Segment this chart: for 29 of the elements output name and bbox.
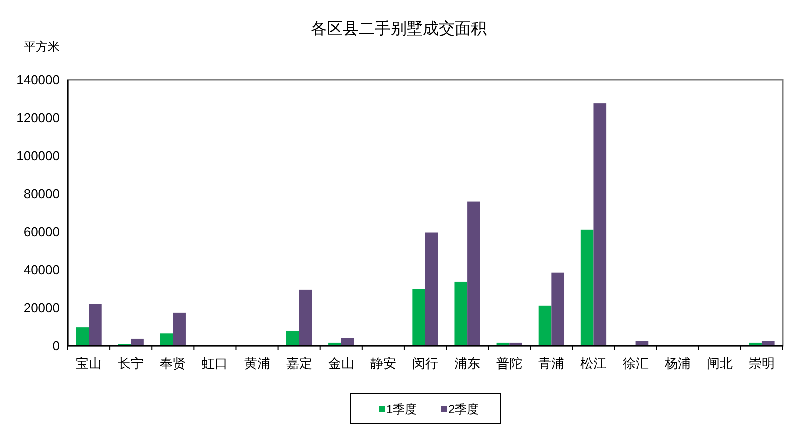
xtick: 徐汇 [622,356,649,371]
xtick: 崇明 [748,356,775,371]
ytick: 60000 [24,224,60,240]
xtick: 金山 [328,356,354,371]
xtick: 松江 [580,356,607,371]
ylabel: 平方米 [24,40,60,54]
ytick: 40000 [24,262,60,278]
xtick: 嘉定 [286,356,312,371]
legend-label: 1季度 [386,402,418,416]
title: 各区县二手别墅成交面积 [311,21,487,38]
xtick: 普陀 [496,356,523,371]
xtick: 虹口 [202,356,228,371]
xtick: 长宁 [118,356,144,371]
ytick: 120000 [16,110,60,126]
xtick: 杨浦 [664,356,691,371]
xtick: 宝山 [76,356,102,371]
xtick: 黄浦 [244,356,270,371]
ytick: 100000 [16,148,60,164]
xtick: 静安 [370,356,396,371]
ytick: 80000 [24,186,60,202]
xtick: 闵行 [412,356,438,371]
xtick: 浦东 [454,356,481,371]
legend-label: 2季度 [448,402,480,416]
xtick: 青浦 [538,356,565,371]
ytick: 0 [52,338,60,354]
ytick: 20000 [24,300,60,316]
ytick: 140000 [16,72,60,88]
xtick: 奉贤 [160,356,186,371]
xtick: 闸北 [706,356,733,371]
